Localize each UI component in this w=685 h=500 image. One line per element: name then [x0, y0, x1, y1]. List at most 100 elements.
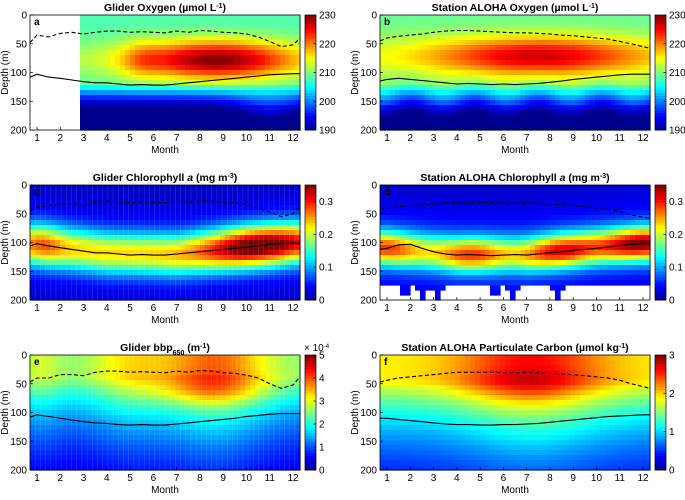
heatmap-cell — [445, 115, 451, 121]
heatmap-cell — [555, 250, 561, 256]
heatmap-cell — [210, 70, 216, 76]
heatmap-cell — [595, 95, 601, 101]
heatmap-cell — [530, 280, 536, 286]
heatmap-cell — [285, 270, 291, 276]
heatmap-cell — [85, 280, 91, 286]
heatmap-cell — [390, 250, 396, 256]
heatmap-cell — [405, 185, 411, 191]
heatmap-cell — [95, 230, 101, 236]
heatmap-cell — [400, 265, 406, 271]
heatmap-cell — [190, 185, 196, 191]
heatmap-cell — [210, 200, 216, 206]
heatmap-cell — [265, 185, 271, 191]
heatmap-cell — [230, 105, 236, 111]
heatmap-cell — [415, 25, 421, 31]
heatmap-cell — [630, 220, 636, 226]
heatmap-cell — [245, 120, 251, 126]
heatmap-cell — [485, 20, 491, 26]
heatmap-cell — [35, 265, 41, 271]
heatmap-cell — [640, 120, 646, 126]
heatmap-cell — [525, 210, 531, 216]
heatmap-cell — [580, 260, 586, 266]
heatmap-cell — [85, 90, 91, 96]
heatmap-cell — [530, 225, 536, 231]
heatmap-cell — [625, 115, 631, 121]
heatmap-cell — [595, 270, 601, 276]
heatmap-cell — [45, 275, 51, 281]
heatmap-cell — [145, 215, 151, 221]
heatmap-cell — [505, 215, 511, 221]
heatmap-cell — [645, 280, 651, 286]
heatmap-cell — [555, 290, 561, 296]
heatmap-cell — [645, 110, 651, 116]
heatmap-cell — [560, 270, 566, 276]
heatmap-cell — [410, 225, 416, 231]
heatmap-cell — [495, 75, 501, 81]
heatmap-cell — [55, 275, 61, 281]
heatmap-cell — [115, 70, 121, 76]
heatmap-cell — [465, 75, 471, 81]
heatmap-cell — [105, 45, 111, 51]
heatmap-cell — [55, 200, 61, 206]
heatmap-cell — [395, 25, 401, 31]
heatmap-cell — [130, 270, 136, 276]
colorbar-swatch — [305, 262, 316, 266]
heatmap-cell — [155, 90, 161, 96]
heatmap-cell — [605, 275, 611, 281]
heatmap-cell — [480, 210, 486, 216]
heatmap-cell — [140, 200, 146, 206]
heatmap-cell — [445, 60, 451, 66]
heatmap-cell — [225, 20, 231, 26]
heatmap-cell — [615, 30, 621, 36]
heatmap-cell — [610, 80, 616, 86]
heatmap-cell — [85, 275, 91, 281]
heatmap-cell — [135, 225, 141, 231]
heatmap-cell — [560, 275, 566, 281]
heatmap-cell — [435, 275, 441, 281]
heatmap-cell — [235, 255, 241, 261]
heatmap-cell — [435, 65, 441, 71]
heatmap-cell — [90, 205, 96, 211]
heatmap-cell — [520, 45, 526, 51]
heatmap-cell — [480, 25, 486, 31]
heatmap-cell — [620, 120, 626, 126]
heatmap-cell — [155, 250, 161, 256]
heatmap-cell — [455, 270, 461, 276]
heatmap-cell — [465, 255, 471, 261]
heatmap-cell — [610, 245, 616, 251]
heatmap-cell — [440, 285, 446, 291]
heatmap-cell — [195, 90, 201, 96]
heatmap-cell — [525, 75, 531, 81]
heatmap-cell — [55, 230, 61, 236]
heatmap-cell — [380, 190, 386, 196]
heatmap-cell — [395, 15, 401, 21]
heatmap-cell — [485, 200, 491, 206]
heatmap-cell — [485, 225, 491, 231]
heatmap-cell — [420, 190, 426, 196]
heatmap-cell — [260, 265, 266, 271]
heatmap-cell — [220, 205, 226, 211]
heatmap-cell — [460, 20, 466, 26]
heatmap-cell — [215, 35, 221, 41]
heatmap-cell — [525, 265, 531, 271]
heatmap-cell — [120, 245, 126, 251]
heatmap-cell — [585, 30, 591, 36]
heatmap-cell — [85, 270, 91, 276]
heatmap-cell — [420, 220, 426, 226]
heatmap-cell — [445, 270, 451, 276]
heatmap-cell — [405, 100, 411, 106]
heatmap-cell — [605, 55, 611, 61]
heatmap-cell — [105, 75, 111, 81]
heatmap-cell — [110, 200, 116, 206]
heatmap-cell — [280, 65, 286, 71]
heatmap-cell — [275, 50, 281, 56]
heatmap-cell — [425, 45, 431, 51]
heatmap-cell — [220, 265, 226, 271]
heatmap-cell — [230, 245, 236, 251]
heatmap-cell — [525, 120, 531, 126]
heatmap-cell — [70, 270, 76, 276]
heatmap-cell — [410, 250, 416, 256]
heatmap-cell — [250, 65, 256, 71]
heatmap-cell — [400, 250, 406, 256]
heatmap-cell — [520, 220, 526, 226]
